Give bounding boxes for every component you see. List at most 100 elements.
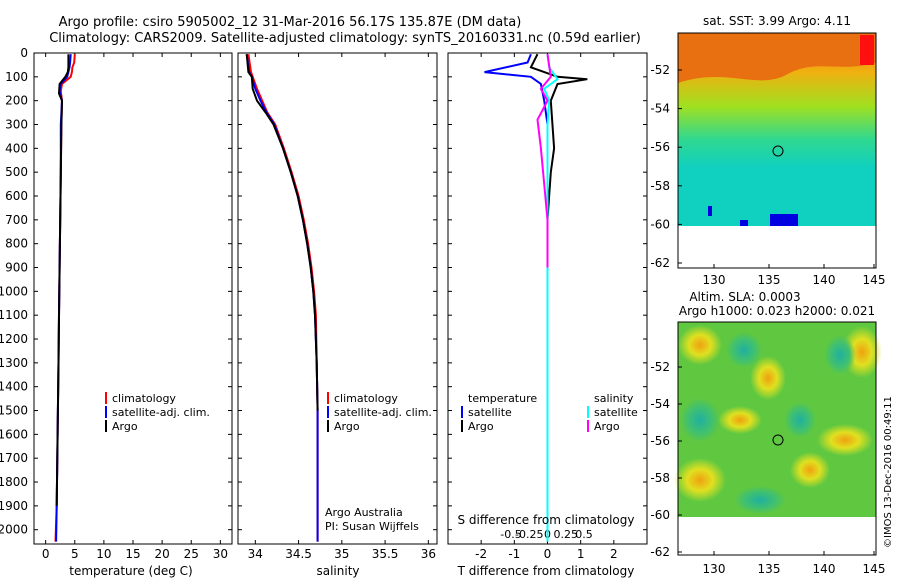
- sst-map-title: sat. SST: 3.99 Argo: 4.11: [703, 14, 851, 28]
- sla-eddy: [750, 356, 786, 400]
- map-lat-label: -56: [650, 434, 670, 448]
- series-line: [542, 54, 559, 542]
- x-tick-label: 10: [96, 547, 111, 561]
- map-lat-label: -54: [650, 102, 670, 116]
- legend-t-satellite-label: satellite: [468, 406, 512, 419]
- legend-argo-swatch: [327, 420, 329, 432]
- legend-temperature-title: temperature: [468, 392, 537, 405]
- legend-climatology-label: climatology: [334, 392, 398, 405]
- x-tick-label: 15: [125, 547, 140, 561]
- map-lon-label: 135: [758, 562, 781, 576]
- map-lat-label: -58: [650, 179, 670, 193]
- legend-t-argo-swatch: [461, 420, 463, 432]
- map-lon-label: 140: [813, 273, 836, 287]
- x-tick-label: 35.5: [372, 547, 399, 561]
- depth-tick-label: 100: [5, 70, 28, 84]
- sla-eddy: [734, 486, 786, 514]
- salinity-plot-frame: [237, 52, 438, 545]
- sst-cold-region: [678, 190, 876, 226]
- sst-hot-patch: [860, 35, 874, 65]
- difference-plot: -2 -1 0 1 2-0.5-0.25 0 0.250.5: [448, 52, 647, 561]
- sst-map: sat. SST: 3.99 Argo: 4.11: [677, 14, 877, 269]
- series-line: [245, 54, 319, 411]
- map-lon-label: 145: [863, 273, 886, 287]
- depth-tick-label: 400: [5, 141, 28, 155]
- imos-stamp: ©IMOS 13-Dec-2016 00:49:11: [883, 396, 894, 548]
- legend-climatology-label: climatology: [112, 392, 176, 405]
- legend-s-argo-label: Argo: [594, 420, 620, 433]
- map-lat-label: -52: [650, 63, 670, 77]
- legend-climatology-swatch: [327, 392, 329, 404]
- map-lat-label: -62: [650, 545, 670, 559]
- depth-tick-label: 1000: [0, 284, 28, 298]
- title-line-2: Climatology: CARS2009. Satellite-adjuste…: [49, 31, 641, 46]
- sla-no-data: [678, 517, 876, 555]
- series-line: [247, 54, 319, 542]
- legend-argo-label: Argo: [112, 420, 138, 433]
- x-tick-label: 0: [42, 547, 50, 561]
- salinity-plot: 34 34.5 35 35.5 36: [238, 52, 437, 561]
- map-ticks: -52 -54 -56 -58 -60 -62 130 135 140 145 -52 -54 -56 -…: [650, 63, 885, 576]
- s-difference-tick-label: 0.25: [553, 528, 578, 541]
- depth-tick-label: 300: [5, 118, 28, 132]
- x-tick-label: -2: [475, 547, 487, 561]
- x-tick-label: 34: [248, 547, 263, 561]
- legend-satellite-label: satellite-adj. clim.: [334, 406, 432, 419]
- depth-axis: 0 100 200 300 400 500 600 700 800 900 1000 1100 1200…: [0, 46, 28, 537]
- x-tick-label: 1: [577, 547, 585, 561]
- depth-tick-label: 1500: [0, 404, 28, 418]
- series-line: [536, 54, 552, 268]
- depth-tick-label: 1200: [0, 332, 28, 346]
- series-line: [529, 53, 588, 292]
- depth-tick-label: 1300: [0, 356, 28, 370]
- map-lat-label: -62: [650, 256, 670, 270]
- legend-salinity-title: salinity: [594, 392, 634, 405]
- legend-satellite-swatch: [105, 406, 107, 418]
- map-lat-label: -60: [650, 508, 670, 522]
- temperature-xlabel: temperature (deg C): [69, 564, 192, 578]
- x-tick-label: 2: [610, 547, 618, 561]
- depth-tick-label: 1400: [0, 380, 28, 394]
- x-tick-label: 0: [544, 547, 552, 561]
- depth-tick-label: 500: [5, 165, 28, 179]
- map-lon-label: 145: [863, 562, 886, 576]
- x-tick-label: 30: [213, 547, 228, 561]
- s-difference-tick-label: 0.5: [575, 528, 593, 541]
- annotation-pi: PI: Susan Wijffels: [325, 520, 419, 533]
- difference-legend: temperature satellite Argo salinity sate…: [461, 392, 638, 433]
- title-line-1: Argo profile: csiro 5905002_12 31-Mar-20…: [59, 15, 522, 30]
- series-line: [55, 54, 70, 506]
- x-tick-label: 36: [421, 547, 436, 561]
- depth-tick-label: 2000: [0, 523, 28, 537]
- sla-eddy: [790, 452, 830, 488]
- depth-tick-label: 1100: [0, 308, 28, 322]
- sla-map-title-1: Altim. SLA: 0.0003: [689, 290, 800, 304]
- map-lat-label: -52: [650, 360, 670, 374]
- legend-s-argo-swatch: [587, 420, 589, 432]
- depth-tick-label: 900: [5, 261, 28, 275]
- map-lat-label: -60: [650, 217, 670, 231]
- depth-tick-label: 1800: [0, 475, 28, 489]
- legend-argo-swatch: [105, 420, 107, 432]
- temperature-legend: climatology satellite-adj. clim. Argo: [105, 392, 210, 433]
- sst-argo-location-marker: [772, 145, 784, 157]
- annotation-argo-australia: Argo Australia: [325, 506, 403, 519]
- x-tick-label: 5: [71, 547, 79, 561]
- sla-eddy: [726, 332, 762, 368]
- sla-argo-location-marker: [772, 434, 784, 446]
- sla-map-title-2: Argo h1000: 0.023 h2000: 0.021: [679, 304, 875, 318]
- sla-map: Altim. SLA: 0.0003 Argo h1000: 0.023 h20…: [674, 290, 882, 556]
- x-tick-label: 34.5: [285, 547, 312, 561]
- legend-argo-label: Argo: [334, 420, 360, 433]
- s-difference-tick-label: -0.5: [500, 528, 521, 541]
- map-lon-label: 130: [703, 273, 726, 287]
- temperature-plot-frame: [33, 52, 233, 545]
- map-lat-label: -56: [650, 140, 670, 154]
- salinity-legend: climatology satellite-adj. clim. Argo Ar…: [325, 392, 432, 533]
- map-lon-label: 140: [813, 562, 836, 576]
- sla-eddy: [817, 424, 873, 456]
- series-line: [245, 54, 319, 542]
- legend-t-argo-label: Argo: [468, 420, 494, 433]
- sst-map-frame: [677, 32, 877, 269]
